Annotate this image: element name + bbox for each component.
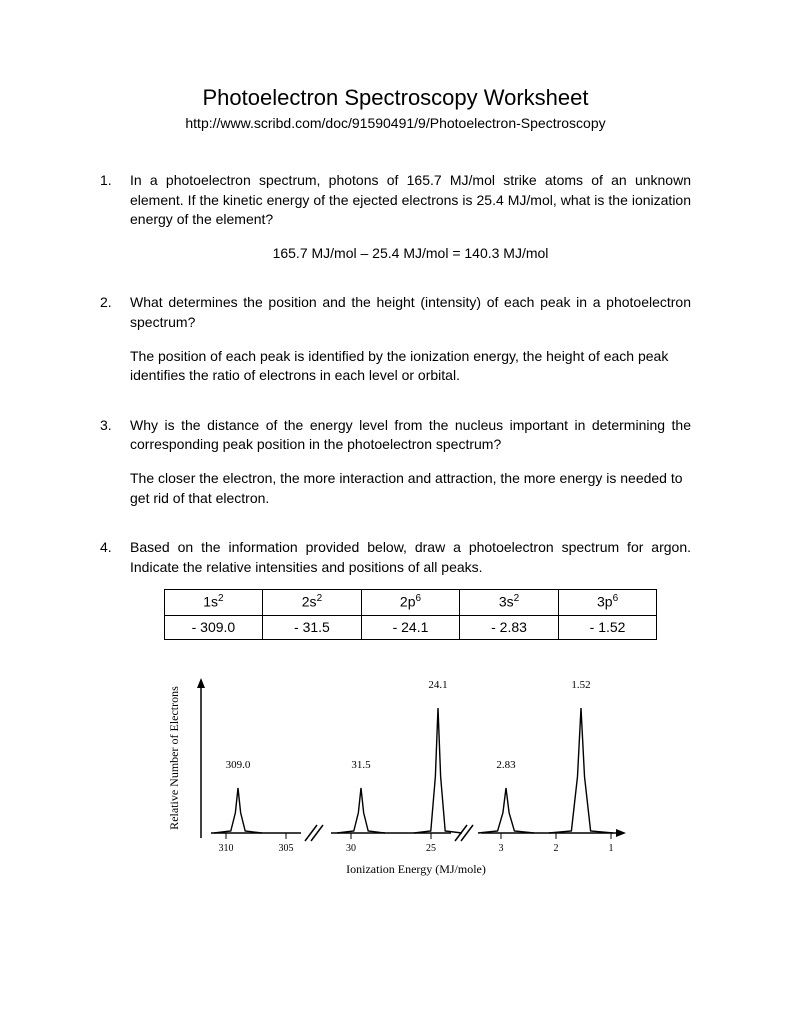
orbital-header: 1s2 (164, 590, 263, 615)
orbital-table: 1s2 2s2 2p6 3s2 3p6 - 309.0 - 31.5 - 24.… (164, 589, 658, 640)
svg-text:25: 25 (426, 843, 436, 854)
svg-text:Ionization Energy (MJ/mole): Ionization Energy (MJ/mole) (346, 862, 486, 876)
orbital-value: - 1.52 (558, 615, 657, 640)
page-title: Photoelectron Spectroscopy Worksheet (100, 85, 691, 111)
question-body: Why is the distance of the energy level … (130, 416, 691, 508)
table-row: 1s2 2s2 2p6 3s2 3p6 (164, 590, 657, 615)
page-subtitle: http://www.scribd.com/doc/91590491/9/Pho… (100, 115, 691, 131)
svg-text:305: 305 (278, 843, 293, 854)
question-number: 1. (100, 171, 130, 263)
table-row: - 309.0 - 31.5 - 24.1 - 2.83 - 1.52 (164, 615, 657, 640)
question-number: 4. (100, 538, 130, 640)
question-prompt: What determines the position and the hei… (130, 294, 691, 330)
question-4: 4. Based on the information provided bel… (100, 538, 691, 640)
question-body: What determines the position and the hei… (130, 293, 691, 385)
question-body: Based on the information provided below,… (130, 538, 691, 640)
question-number: 3. (100, 416, 130, 508)
question-2: 2. What determines the position and the … (100, 293, 691, 385)
question-answer: 165.7 MJ/mol – 25.4 MJ/mol = 140.3 MJ/mo… (130, 244, 691, 264)
orbital-header: 3s2 (460, 590, 559, 615)
svg-text:2.83: 2.83 (496, 759, 516, 771)
orbital-header: 2s2 (263, 590, 362, 615)
question-answer: The closer the electron, the more intera… (130, 469, 691, 508)
page: Photoelectron Spectroscopy Worksheet htt… (0, 0, 791, 938)
svg-text:31.5: 31.5 (351, 759, 371, 771)
svg-text:Relative Number of Electrons: Relative Number of Electrons (167, 686, 181, 830)
orbital-header: 3p6 (558, 590, 657, 615)
question-3: 3. Why is the distance of the energy lev… (100, 416, 691, 508)
question-prompt: In a photoelectron spectrum, photons of … (130, 172, 691, 227)
svg-text:1.52: 1.52 (571, 679, 590, 691)
orbital-value: - 31.5 (263, 615, 362, 640)
question-answer: The position of each peak is identified … (130, 347, 691, 386)
question-1: 1. In a photoelectron spectrum, photons … (100, 171, 691, 263)
svg-text:309.0: 309.0 (225, 759, 250, 771)
spectrum-svg: Relative Number of Electrons 310 305 309.0 3… (156, 668, 636, 898)
orbital-value: - 309.0 (164, 615, 263, 640)
orbital-value: - 2.83 (460, 615, 559, 640)
question-body: In a photoelectron spectrum, photons of … (130, 171, 691, 263)
svg-text:310: 310 (218, 843, 233, 854)
svg-text:3: 3 (498, 843, 503, 854)
spectrum-chart: Relative Number of Electrons 310 305 309.0 3… (100, 668, 691, 898)
orbital-value: - 24.1 (361, 615, 460, 640)
question-number: 2. (100, 293, 130, 385)
svg-text:24.1: 24.1 (428, 679, 447, 691)
svg-text:30: 30 (346, 843, 356, 854)
svg-text:2: 2 (553, 843, 558, 854)
orbital-header: 2p6 (361, 590, 460, 615)
question-prompt: Why is the distance of the energy level … (130, 417, 691, 453)
svg-text:1: 1 (608, 843, 613, 854)
question-prompt: Based on the information provided below,… (130, 539, 691, 575)
